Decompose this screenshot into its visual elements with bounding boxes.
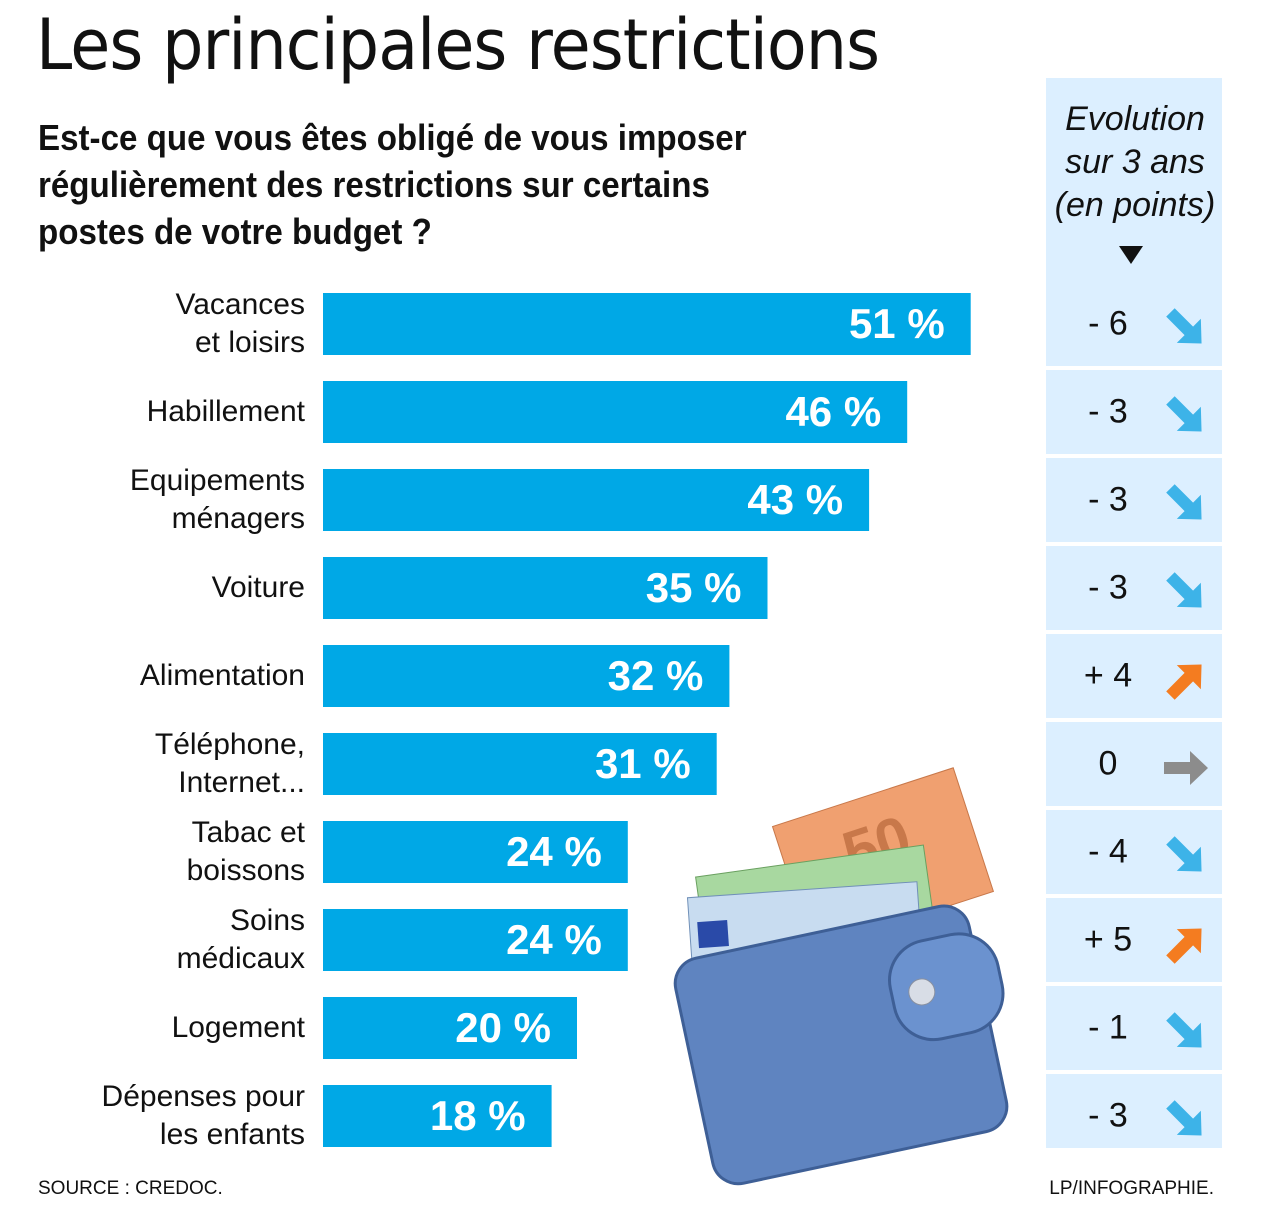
value-label: 43 %: [747, 476, 844, 523]
evolution-arrow: [1166, 836, 1202, 872]
evolution-label: - 3: [1088, 480, 1128, 519]
evolution-label: 0: [1098, 744, 1118, 783]
bar: [323, 381, 908, 443]
evolution-arrow: [1166, 572, 1202, 608]
category-label: Logement: [171, 1011, 305, 1044]
category-label: Voiture: [211, 571, 305, 604]
bar: [323, 1085, 552, 1147]
category-label: Equipements ménagers: [129, 464, 305, 535]
evolution-arrow: [1166, 484, 1202, 520]
value-label: 24 %: [506, 828, 602, 875]
evolution-arrow: [1166, 928, 1202, 964]
evolution-title: Evolution sur 3 ans (en points): [1054, 100, 1216, 224]
credit: LP/INFOGRAPHIE.: [1049, 1178, 1214, 1199]
bar: [323, 557, 768, 619]
bar: [323, 293, 971, 355]
chart-subtitle: Est-ce que vous êtes obligé de vous impo…: [38, 117, 747, 252]
evolution-label: + 4: [1083, 656, 1133, 695]
bar: [323, 909, 628, 971]
value-label: 32 %: [607, 652, 704, 699]
value-label: 31 %: [594, 740, 691, 787]
evolution-arrow: [1166, 1100, 1202, 1136]
value-label: 20 %: [455, 1004, 551, 1051]
evolution-label: - 6: [1088, 304, 1128, 343]
category-label: Vacances et loisirs: [175, 288, 305, 359]
category-label: Soins médicaux: [176, 904, 305, 975]
bar: [323, 821, 628, 883]
category-label: Habillement: [146, 395, 305, 428]
evolution-arrow: [1164, 751, 1208, 785]
pointer: [1119, 246, 1143, 264]
evolution-label: - 3: [1088, 1096, 1128, 1135]
evolution-arrow: [1166, 308, 1202, 344]
evolution-label: - 1: [1088, 1008, 1128, 1047]
value-label: 18 %: [429, 1092, 526, 1139]
evolution-label: - 3: [1088, 392, 1128, 431]
evolution-arrow: [1166, 396, 1202, 432]
wallet-illustration: 50: [673, 767, 1009, 1186]
category-label: Tabac et boissons: [186, 816, 305, 887]
bar: [323, 645, 730, 707]
value-label: 51 %: [848, 300, 945, 347]
value-label: 35 %: [645, 564, 742, 611]
evolution-arrow: [1166, 664, 1202, 700]
evolution-arrow: [1166, 1012, 1202, 1048]
bar: [323, 733, 717, 795]
chart-title: Les principales restrictions: [36, 4, 880, 86]
evolution-label: - 4: [1088, 832, 1128, 871]
category-label: Téléphone, Internet...: [154, 728, 305, 799]
value-label: 24 %: [506, 916, 602, 963]
category-label: Alimentation: [139, 659, 305, 692]
category-label: Dépenses pour les enfants: [101, 1080, 305, 1151]
evolution-label: - 3: [1088, 568, 1128, 607]
evolution-label: + 5: [1083, 920, 1133, 959]
value-label: 46 %: [785, 388, 882, 435]
bar: [323, 469, 870, 531]
bar: [323, 997, 577, 1059]
source: SOURCE : CREDOC.: [38, 1178, 223, 1199]
evolution-panel: [1046, 78, 1222, 1148]
